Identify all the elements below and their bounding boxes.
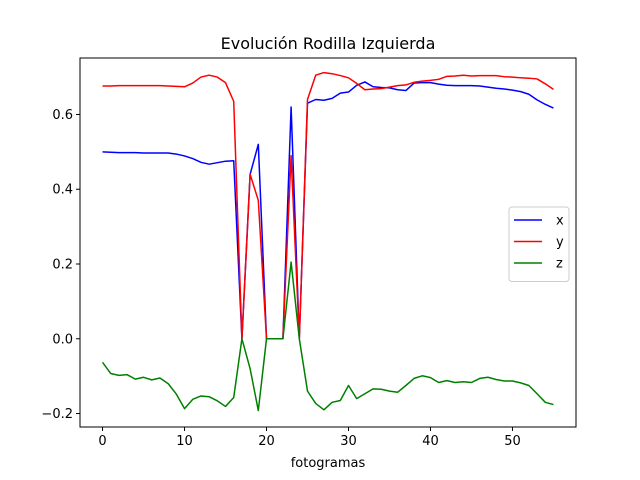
x-tick-label: 30 — [340, 434, 357, 449]
y-tick-label: 0.0 — [52, 332, 73, 347]
series-line-z — [101, 261, 554, 412]
x-tick-label: 0 — [98, 434, 106, 449]
series-line-x — [102, 81, 554, 340]
y-tick-label: −0.2 — [41, 407, 73, 422]
y-tick-label: 0.4 — [52, 183, 73, 198]
chart-title: Evolución Rodilla Izquierda — [221, 34, 436, 53]
series-line-y — [102, 71, 554, 340]
legend-label-z: z — [556, 257, 563, 272]
plot-background — [80, 58, 576, 427]
legend-label-x: x — [556, 214, 564, 229]
legend: xyz — [508, 206, 570, 282]
legend-label-y: y — [556, 235, 564, 250]
x-axis: 0 10 20 30 40 50 — [98, 427, 521, 449]
y-tick-label: 0.2 — [52, 257, 73, 272]
y-axis: −0.2 0.0 0.2 0.4 0.6 — [41, 108, 80, 422]
x-tick-label: 50 — [504, 434, 521, 449]
y-tick-label: 0.6 — [52, 108, 73, 123]
x-tick-label: 20 — [258, 434, 275, 449]
x-tick-label: 40 — [422, 434, 439, 449]
x-axis-label: fotogramas — [291, 456, 366, 471]
series-layer — [101, 71, 554, 412]
x-tick-label: 10 — [176, 434, 193, 449]
plot-frame — [79, 57, 577, 428]
